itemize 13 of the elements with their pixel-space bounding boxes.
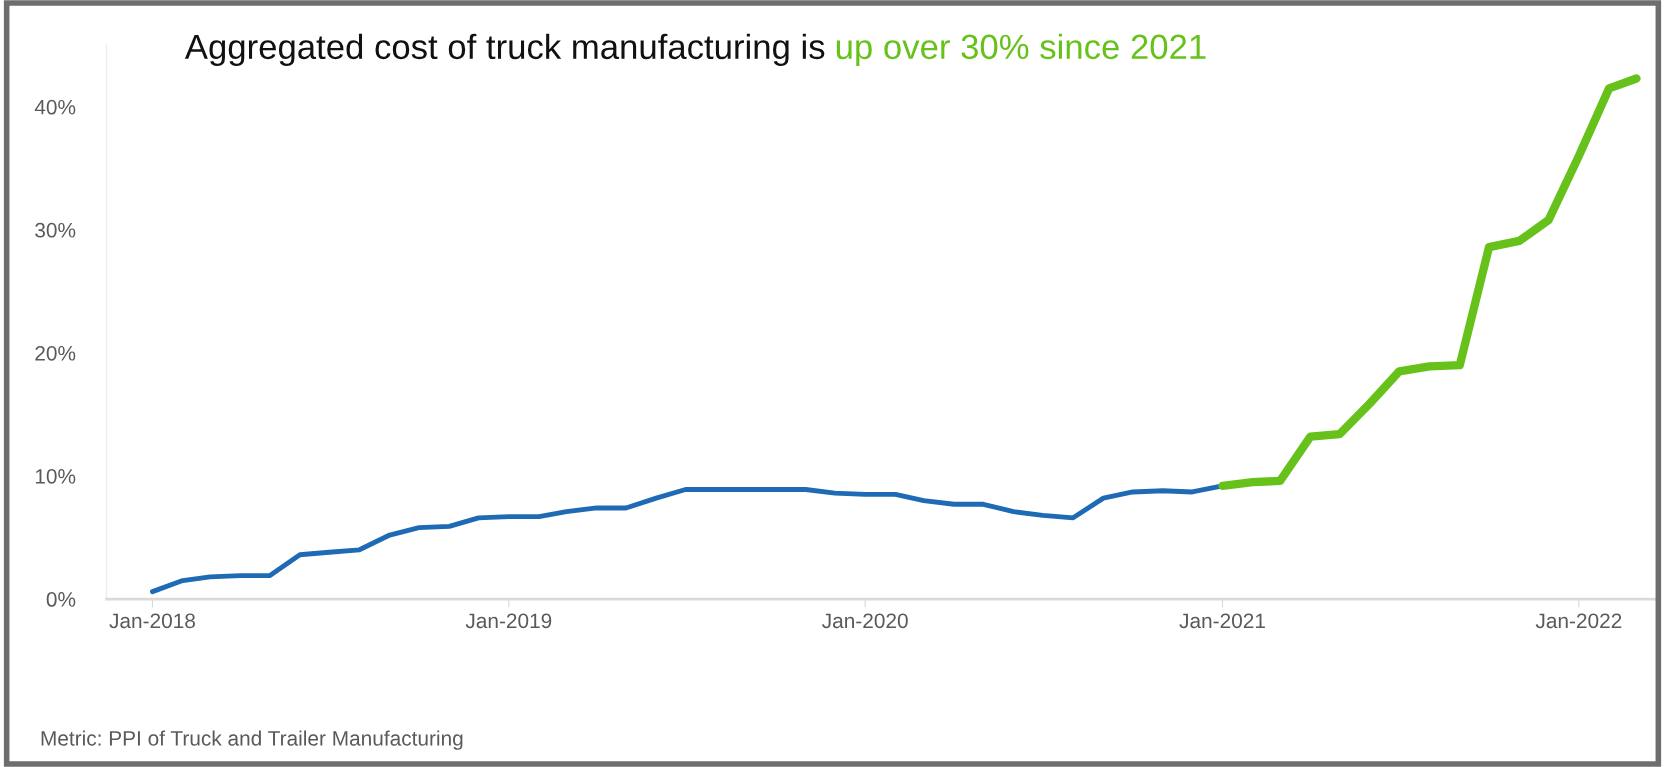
y-tick-label: 20% [35,345,76,361]
y-tick-label: 0% [46,592,76,607]
x-tick-label: Jan-2018 [109,613,195,629]
chart-subtitle: up over 30% since 2021 [836,33,1206,67]
x-tick-label: Jan-2022 [1535,613,1622,629]
x-tick-label: Jan-2019 [465,613,552,629]
x-tick-label: Jan-2021 [1179,613,1265,629]
chart-title: Aggregated cost of truck manufacturing is [184,33,825,67]
x-tick-label: Jan-2020 [822,613,908,629]
y-tick-label: 30% [35,222,76,238]
y-tick-label: 10% [35,468,76,484]
y-tick-label: 40% [34,99,76,115]
text: Metric: PPI of Truck and Trailer Manufacturing [41,730,463,750]
